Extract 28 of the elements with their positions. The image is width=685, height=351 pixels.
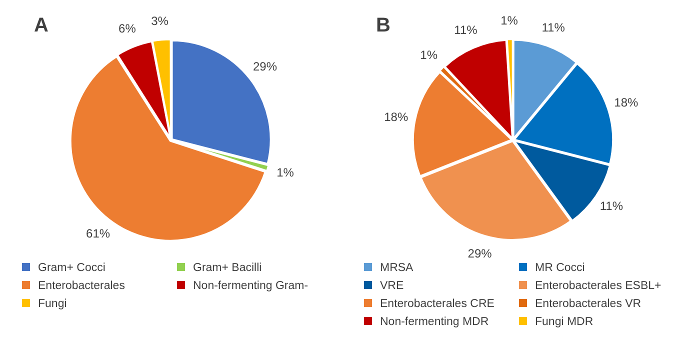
legend-label: Non-fermenting MDR xyxy=(379,316,490,328)
legend-label: Enterobacterales VR xyxy=(534,298,642,310)
legend-label: Gram+ Bacilli xyxy=(192,262,263,274)
data-label: 11% xyxy=(600,199,624,214)
legend-label: VRE xyxy=(379,280,405,292)
legend-label: MRSA xyxy=(379,262,414,274)
data-label: 29% xyxy=(253,59,278,74)
legend-label: Fungi MDR xyxy=(534,316,594,328)
legend-label: Enterobacterales ESBL+ xyxy=(534,280,662,292)
data-label: 11% xyxy=(542,20,566,34)
data-label: 29% xyxy=(468,246,492,261)
data-label: 18% xyxy=(384,110,408,124)
chart-title: A xyxy=(34,14,48,37)
data-label: 1% xyxy=(500,13,518,28)
data-label: 61% xyxy=(86,226,110,240)
legend-label: Enterobacterales xyxy=(37,280,126,292)
legend-label: Non-fermenting Gram- xyxy=(192,280,310,292)
data-label: 1% xyxy=(420,48,438,62)
legend-label: Fungi xyxy=(37,298,68,310)
chart-title: B xyxy=(376,14,390,37)
legend-label: Gram+ Cocci xyxy=(37,262,106,274)
data-label: 6% xyxy=(118,22,136,36)
data-label: 11% xyxy=(454,23,478,38)
data-label: 1% xyxy=(276,166,294,180)
legend-label: Enterobacterales CRE xyxy=(379,298,496,310)
data-label: 3% xyxy=(151,14,169,28)
legend-label: MR Cocci xyxy=(534,262,586,274)
data-label: 18% xyxy=(614,96,639,110)
